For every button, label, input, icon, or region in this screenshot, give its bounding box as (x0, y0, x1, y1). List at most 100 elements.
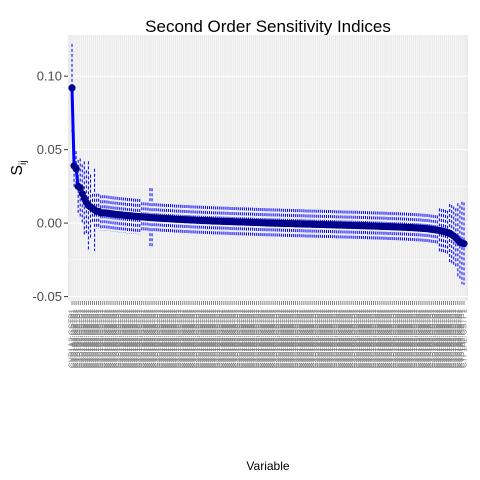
x-tick-label: CYP1A2:GSTP1 (265, 308, 274, 368)
x-tick-label: CYP1A2:GSTP1 (197, 308, 206, 368)
x-tick-label: CYP1A2:GSTP1 (386, 308, 395, 368)
x-tick-label: CYP1A2:GSTP1 (326, 308, 335, 368)
x-tick-label: CYP1A2:GSTP1 (189, 308, 198, 368)
x-tick-label: CYP1A2:GSTP1 (332, 308, 341, 368)
x-tick-label: CYP1A2:GSTP1 (102, 308, 111, 368)
x-tick-label: CYP1A2:GSTP1 (207, 308, 216, 368)
x-tick-label: CYP1A2:GSTP1 (252, 308, 261, 368)
x-tick-label: CYP1A2:GSTP1 (301, 308, 310, 368)
x-tick-label: CYP1A2:GSTP1 (215, 308, 224, 368)
x-tick-label: CYP1A2:GSTP1 (377, 308, 386, 368)
x-tick-label: CYP1A2:GSTP1 (412, 308, 421, 368)
x-tick-label: CYP1A2:GSTP1 (94, 308, 103, 368)
x-tick-label: CYP1A2:GSTP1 (275, 308, 284, 368)
x-tick-label: CYP1A2:GSTP1 (355, 308, 364, 368)
x-tick-label: CYP1A2:GSTP1 (289, 308, 298, 368)
x-tick-label: CYP1A2:GSTP1 (143, 308, 152, 368)
x-tick-label: CYP1A2:GSTP1 (361, 308, 370, 368)
x-tick-label: CYP1A2:GSTP1 (78, 308, 87, 368)
x-tick-label: CYP1A2:GSTP1 (109, 308, 118, 368)
x-tick-label: CYP1A2:GSTP1 (439, 308, 448, 368)
x-tick-label: CYP1A2:GSTP1 (170, 308, 179, 368)
y-tick-label: 0.10 (37, 69, 62, 84)
chart-title: Second Order Sensitivity Indices (145, 17, 391, 36)
x-tick-label: CYP1A2:GSTP1 (291, 308, 300, 368)
x-tick-label: CYP1A2:GSTP1 (453, 308, 462, 368)
x-tick-label: CYP1A2:GSTP1 (416, 308, 425, 368)
grid-lines (68, 35, 468, 301)
x-tick-label: CYP1A2:GSTP1 (283, 308, 292, 368)
x-tick-label: CYP1A2:GSTP1 (129, 308, 138, 368)
x-tick-label: CYP1A2:GSTP1 (398, 308, 407, 368)
x-tick-label: CYP1A2:GSTP1 (367, 308, 376, 368)
x-tick-label: CYP1A2:GSTP1 (187, 308, 196, 368)
x-tick-label: CYP1A2:GSTP1 (154, 308, 163, 368)
x-tick-label: CYP1A2:GSTP1 (125, 308, 134, 368)
x-tick-label: CYP1A2:GSTP1 (308, 308, 317, 368)
x-tick-label: CYP1A2:GSTP1 (384, 308, 393, 368)
x-tick-label: CYP1A2:GSTP1 (184, 308, 193, 368)
data-point (460, 240, 468, 248)
x-tick-label: CYP1A2:GSTP1 (267, 308, 276, 368)
x-tick-label: CYP1A2:GSTP1 (240, 308, 249, 368)
y-tick-label: 0.05 (37, 142, 62, 157)
x-tick-label: CYP1A2:GSTP1 (312, 308, 321, 368)
data-point (68, 84, 76, 92)
x-tick-label: CYP1A2:GSTP1 (248, 308, 257, 368)
x-tick-label: CYP1A2:GSTP1 (236, 308, 245, 368)
x-tick-label: CYP1A2:GSTP1 (396, 308, 405, 368)
y-tick-label: -0.05 (32, 289, 62, 304)
x-tick-label: CYP1A2:GSTP1 (410, 308, 419, 368)
x-tick-label: CYP1A2:GSTP1 (92, 308, 101, 368)
x-tick-label: CYP1A2:GSTP1 (131, 308, 140, 368)
x-tick-label: CYP1A2:GSTP1 (433, 308, 442, 368)
x-tick-label: CYP1A2:GSTP1 (115, 308, 124, 368)
x-tick-label: CYP1A2:GSTP1 (250, 308, 259, 368)
y-axis-title: Sij (9, 160, 29, 175)
x-tick-label: CYP1A2:GSTP1 (455, 308, 464, 368)
x-tick-label: CYP1A2:GSTP1 (70, 308, 79, 368)
x-tick-label: CYP1A2:GSTP1 (418, 308, 427, 368)
x-tick-label: CYP1A2:GSTP1 (226, 308, 235, 368)
x-tick-label: CYP1A2:GSTP1 (330, 308, 339, 368)
x-tick-label: CYP1A2:GSTP1 (82, 308, 91, 368)
x-tick-label: CYP1A2:GSTP1 (320, 308, 329, 368)
x-tick-label: CYP1A2:GSTP1 (191, 308, 200, 368)
x-tick-label: CYP1A2:GSTP1 (106, 308, 115, 368)
x-tick-label: CYP1A2:GSTP1 (100, 308, 109, 368)
x-tick-label: CYP1A2:GSTP1 (96, 308, 105, 368)
x-tick-label: CYP1A2:GSTP1 (365, 308, 374, 368)
x-tick-label: CYP1A2:GSTP1 (238, 308, 247, 368)
x-tick-label: CYP1A2:GSTP1 (90, 308, 99, 368)
x-tick-label: CYP1A2:GSTP1 (111, 308, 120, 368)
x-tick-label: CYP1A2:GSTP1 (425, 308, 434, 368)
x-tick-label: CYP1A2:GSTP1 (324, 308, 333, 368)
x-tick-label: CYP1A2:GSTP1 (447, 308, 456, 368)
x-axis-title: Variable (246, 459, 289, 473)
x-tick-label: CYP1A2:GSTP1 (127, 308, 136, 368)
x-tick-label: CYP1A2:GSTP1 (80, 308, 89, 368)
x-tick-label: CYP1A2:GSTP1 (174, 308, 183, 368)
x-tick-label: CYP1A2:GSTP1 (336, 308, 345, 368)
x-tick-label: CYP1A2:GSTP1 (423, 308, 432, 368)
x-tick-label: CYP1A2:GSTP1 (285, 308, 294, 368)
x-tick-label: CYP1A2:GSTP1 (213, 308, 222, 368)
x-tick-label: CYP1A2:GSTP1 (310, 308, 319, 368)
x-tick-label: CYP1A2:GSTP1 (84, 308, 93, 368)
x-tick-label: CYP1A2:GSTP1 (139, 308, 148, 368)
x-tick-label: CYP1A2:GSTP1 (437, 308, 446, 368)
x-tick-label: CYP1A2:GSTP1 (113, 308, 122, 368)
data-point (72, 165, 80, 173)
x-tick-label: CYP1A2:GSTP1 (351, 308, 360, 368)
x-tick-label: CYP1A2:GSTP1 (228, 308, 237, 368)
x-tick-label: CYP1A2:GSTP1 (281, 308, 290, 368)
x-tick-label: CYP1A2:GSTP1 (119, 308, 128, 368)
x-tick-label: CYP1A2:GSTP1 (347, 308, 356, 368)
x-tick-label: CYP1A2:GSTP1 (193, 308, 202, 368)
y-axis-title-main: S (9, 165, 26, 176)
x-tick-label: CYP1A2:GSTP1 (164, 308, 173, 368)
x-tick-label: CYP1A2:GSTP1 (217, 308, 226, 368)
y-axis: -0.05 0.00 0.05 0.10 (32, 69, 68, 304)
x-tick-label: CYP1A2:GSTP1 (402, 308, 411, 368)
